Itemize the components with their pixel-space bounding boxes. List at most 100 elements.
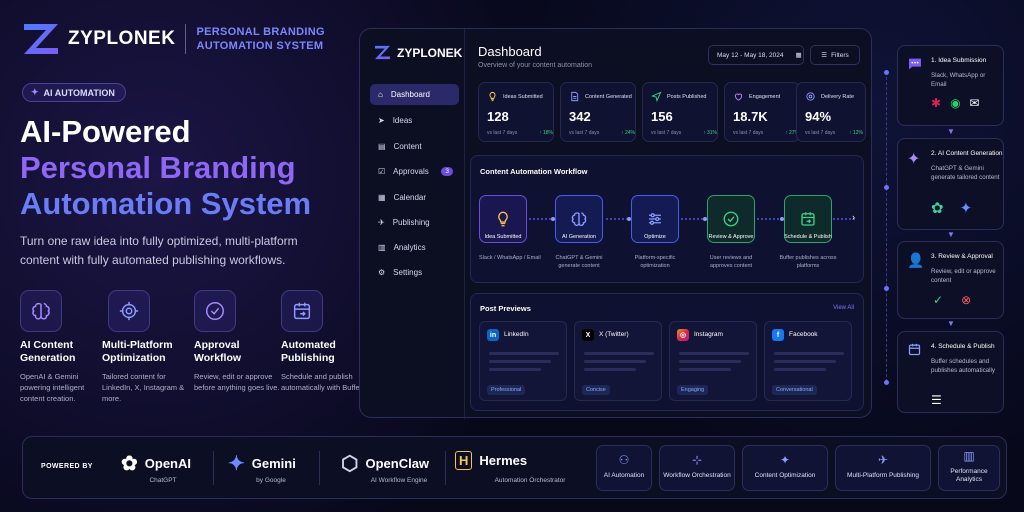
approve-icon[interactable]: ✓ [933,293,944,307]
brand-name: ZYPLONEK [68,28,176,49]
filters-button[interactable]: ☰ Filters [810,45,860,65]
feature-ai-content: AI Content Generation OpenAI & Gemini po… [20,290,106,404]
brain-icon: ⚇ [618,453,630,467]
step-label: Review & Approve [708,234,754,240]
pipeline-step-review: 👤 3. Review & Approval Review, edit or a… [897,241,1004,319]
paper-plane-icon: ✈ [378,218,385,227]
page-subtitle: Overview of your content automation [478,62,593,69]
stat-card: Content Generated 342 vs last 7 days ↑ 24% [560,82,636,142]
post-previews-panel: Post Previews View All in LinkedIn Profe… [470,293,864,411]
step-desc: Platform-specific optimization [634,255,676,269]
hero-description: Turn one raw idea into fully optimized, … [20,234,298,267]
check-circle-icon [723,211,739,227]
heart-icon [734,93,743,101]
slack-icon: ✱ [931,96,942,110]
sidebar-item-analytics[interactable]: ▥ Analytics [378,243,426,252]
tone-tag: Professional [487,385,526,395]
paper-plane-icon: ✈ [877,453,889,467]
feature-approval: Approval Workflow Review, edit or approv… [194,290,280,393]
home-icon: ⌂ [378,90,383,99]
hermes-logo: H Hermes [455,451,527,470]
divider [319,451,320,485]
arrow-down-icon: ▼ [947,127,955,136]
step-desc: ChatGPT & Gemini generate content [555,255,603,269]
sidebar-item-approvals[interactable]: ☑ Approvals 3 [370,161,459,182]
openai-logo: ✿ OpenAI [121,453,191,475]
preview-card-linkedin[interactable]: in LinkedIn Professional [479,321,567,401]
feature-desc: Tailored content for LinkedIn, X, Instag… [102,372,185,403]
view-all-link[interactable]: View All [833,305,854,311]
calendar-icon [281,290,323,332]
bar-chart-icon: ▥ [963,449,975,463]
network-icon: ⊹ [691,453,703,467]
preview-card-facebook[interactable]: f Facebook Conversational [764,321,852,401]
gear-icon: ⚙ [378,268,386,277]
tone-tag: Concise [582,385,610,395]
hero-title-line-1: AI-Powered [20,114,191,149]
provider-sub: AI Workflow Engine [370,477,428,484]
hermes-icon: H [455,451,473,470]
feature-multi-platform: Multi-Platform Optimization Tailored con… [102,290,188,404]
brand-divider [185,24,187,54]
pipeline-step-ai: ✦ 2. AI Content Generation ChatGPT & Gem… [897,138,1004,230]
stat-card: Posts Published 156 vs last 7 days ↑ 31% [642,82,718,142]
feature-title: Approval Workflow [194,339,242,364]
sparkle-icon: ✦ [31,87,39,97]
provider-sub: ChatGPT [149,477,177,484]
user-check-icon: 👤 [907,252,925,268]
calendar-icon: ▦ [378,193,386,202]
sidebar-item-ideas[interactable]: ➤ Ideas [378,116,413,125]
pipeline-dot [884,185,889,190]
workflow-connectors [529,217,855,221]
preview-card-x[interactable]: X X (Twitter) Concise [574,321,662,401]
sidebar-item-settings[interactable]: ⚙ Settings [378,268,423,277]
stat-card: Delivery Rate 94% vs last 7 days ↑ 12% [796,82,866,142]
chip-optimization: ✦ Content Optimization [742,445,828,491]
sidebar-item-calendar[interactable]: ▦ Calendar [378,193,427,202]
brand-header: ZYPLONEK PERSONAL BRANDING AUTOMATION SYS… [22,22,325,56]
check-circle-icon [194,290,236,332]
bar-chart-icon: ▥ [378,243,386,252]
arrow-down-icon: ▼ [947,230,955,239]
feature-desc: Schedule and publish automatically with … [281,372,364,392]
dashboard-sidebar: ZYPLONEK ⌂ Dashboard ➤ Ideas ▤ Content ☑ App… [360,29,465,419]
feature-publishing: Automated Publishing Schedule and publis… [281,290,367,393]
sidebar-item-dashboard[interactable]: ⌂ Dashboard [370,84,459,105]
divider [445,451,446,485]
sparkle-icon: ✦ [779,453,791,467]
workflow-step-optimize [631,195,679,243]
tone-tag: Engaging [677,385,709,395]
pipeline-dot [884,70,889,75]
paper-plane-icon [651,91,662,102]
sparkle-icon: ✦ [907,151,921,168]
document-icon [571,91,579,102]
workflow-panel: Content Automation Workflow › Idea Submi… [470,155,864,283]
page-title: Dashboard [478,44,542,59]
workflow-step-review [707,195,755,243]
feature-desc: OpenAI & Gemini powering intelligent con… [20,372,85,403]
sidebar-item-content[interactable]: ▤ Content [378,142,422,151]
dashboard-logo: ZYPLONEK [374,45,462,60]
chip-publishing: ✈ Multi-Platform Publishing [835,445,931,491]
ai-automation-pill: ✦ AI AUTOMATION [22,83,126,102]
instagram-icon: ◎ [677,329,689,341]
openclaw-icon: ⬡ [341,453,359,475]
hero-title-line-3: Automation System [20,186,312,221]
brand-tagline: PERSONAL BRANDING AUTOMATION SYSTEM [196,26,325,52]
brain-icon [20,290,62,332]
date-range-picker[interactable]: May 12 - May 18, 2024 ▦ [708,45,804,65]
pipeline-step-idea: 1. Idea Submission Slack, WhatsApp or Em… [897,45,1004,126]
reject-icon[interactable]: ⊗ [961,293,972,307]
step-label: AI Generation [562,234,596,240]
email-icon: ✉ [969,96,980,110]
sidebar-item-publishing[interactable]: ✈ Publishing [378,218,430,227]
feature-title: Automated Publishing [281,339,336,364]
chevron-right-icon[interactable]: › [852,212,855,222]
channel-icons: ✱ ◉ ✉ [931,96,980,110]
chip-ai-automation: ⚇ AI Automation [596,445,652,491]
preview-card-instagram[interactable]: ◎ Instagram Engaging [669,321,757,401]
checklist-icon: ☑ [378,167,386,176]
filter-icon: ☰ [821,52,828,59]
pipeline-dot [884,380,889,385]
lightbulb-icon [489,91,496,102]
